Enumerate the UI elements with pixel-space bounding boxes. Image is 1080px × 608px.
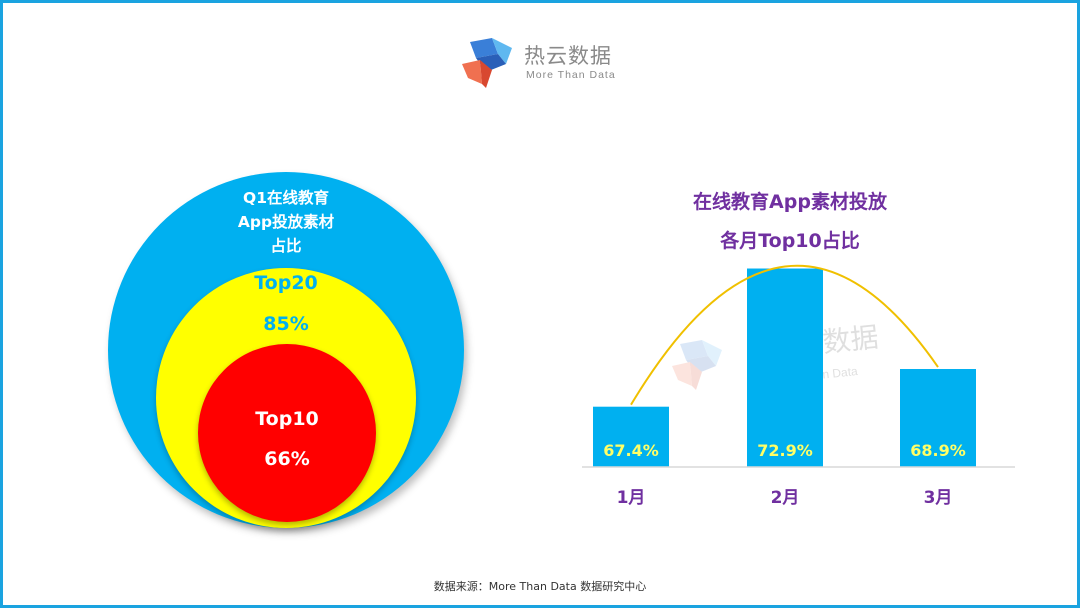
- x-tick-label: 2月: [771, 488, 800, 508]
- x-tick-label: 1月: [617, 488, 646, 508]
- bar-value-label: 72.9%: [757, 441, 813, 460]
- bar-1: [593, 406, 669, 467]
- left-chart-title: Q1在线教育 App投放素材 占比: [237, 189, 335, 255]
- brand-logo: 热云数据 More Than Data: [462, 36, 642, 90]
- x-tick-label: 3月: [924, 488, 953, 508]
- top10-label: Top10: [255, 408, 319, 430]
- top10-value: 66%: [264, 448, 310, 470]
- right-chart-title-line-2: 各月Top10占比: [720, 230, 860, 252]
- bar-value-label: 67.4%: [603, 441, 659, 460]
- bar-value-label: 68.9%: [910, 441, 966, 460]
- bar-2: [747, 268, 823, 467]
- top10-circle: [198, 344, 376, 522]
- top20-label: Top20: [254, 272, 318, 294]
- data-source-note: 数据来源：More Than Data 数据研究中心: [433, 580, 647, 593]
- trend-curve: [630, 264, 939, 406]
- brand-tagline: More Than Data: [526, 69, 616, 81]
- brand-name: 热云数据: [524, 44, 612, 68]
- logo-mark-icon: [462, 38, 512, 88]
- bar-3: [900, 369, 976, 467]
- top20-value: 85%: [263, 313, 309, 335]
- right-chart-title-line-1: 在线教育App素材投放: [693, 191, 887, 213]
